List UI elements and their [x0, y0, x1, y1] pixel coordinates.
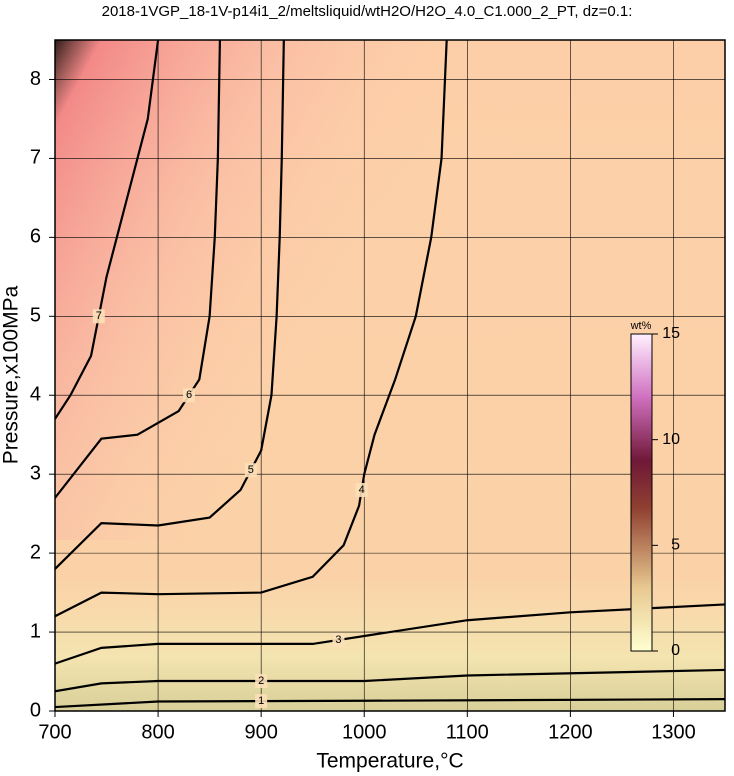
y-tick-label: 5 — [30, 305, 41, 327]
y-tick-label: 0 — [30, 699, 41, 721]
contour-label-box — [355, 482, 368, 497]
contour-label: 7 — [96, 310, 102, 322]
y-tick-label: 2 — [30, 541, 41, 563]
y-tick-label: 7 — [30, 147, 41, 169]
y-tick-label: 3 — [30, 462, 41, 484]
contour-line — [55, 40, 222, 499]
contour-label: 4 — [359, 484, 365, 496]
contour-label-box — [92, 309, 105, 324]
colorbar-label: wt% — [630, 320, 652, 332]
contour-label-box — [332, 632, 345, 647]
contour-label: 1 — [258, 695, 264, 707]
frame — [54, 39, 726, 712]
contour-label-box — [255, 694, 268, 709]
colorbar — [630, 333, 653, 652]
contour-label-box — [183, 388, 195, 403]
x-tick-label: 1200 — [548, 721, 593, 743]
y-axis-label: Pressure,x100MPa — [0, 285, 23, 464]
chart-title: 2018-1VGP_18-1V-p14i1_2/meltsliquid/wtH2… — [102, 3, 633, 20]
colorbar-tick-label: 10 — [662, 431, 680, 448]
contour-line — [55, 40, 160, 420]
colorbar-tick-label: 15 — [662, 325, 680, 342]
x-tick-label: 1000 — [342, 721, 387, 743]
colorbar-tick-label: 0 — [671, 642, 680, 659]
y-tick-label: 8 — [30, 68, 41, 90]
field-shading — [55, 40, 725, 540]
x-axis-label: Temperature,°C — [316, 750, 463, 773]
contour-label: 3 — [335, 634, 341, 646]
x-tick-label: 800 — [141, 721, 174, 743]
x-tick-label: 700 — [38, 721, 71, 743]
contour-label-box — [255, 674, 268, 689]
x-tick-label: 1100 — [446, 721, 489, 743]
contour-label: 6 — [186, 389, 192, 401]
plot-area: 1 2 3 4 5 6 7 — [55, 40, 725, 711]
y-tick-label: 4 — [30, 384, 41, 406]
contour-line — [55, 40, 285, 570]
contour-label-box — [244, 463, 257, 478]
contour-label: 2 — [258, 675, 264, 687]
x-tick-label: 1300 — [651, 721, 696, 743]
y-tick-label: 6 — [30, 226, 41, 248]
x-tick-label: 900 — [244, 721, 277, 743]
y-tick-label: 1 — [30, 620, 41, 642]
colorbar-tick-label: 5 — [671, 537, 680, 554]
contour-label: 5 — [248, 464, 254, 476]
